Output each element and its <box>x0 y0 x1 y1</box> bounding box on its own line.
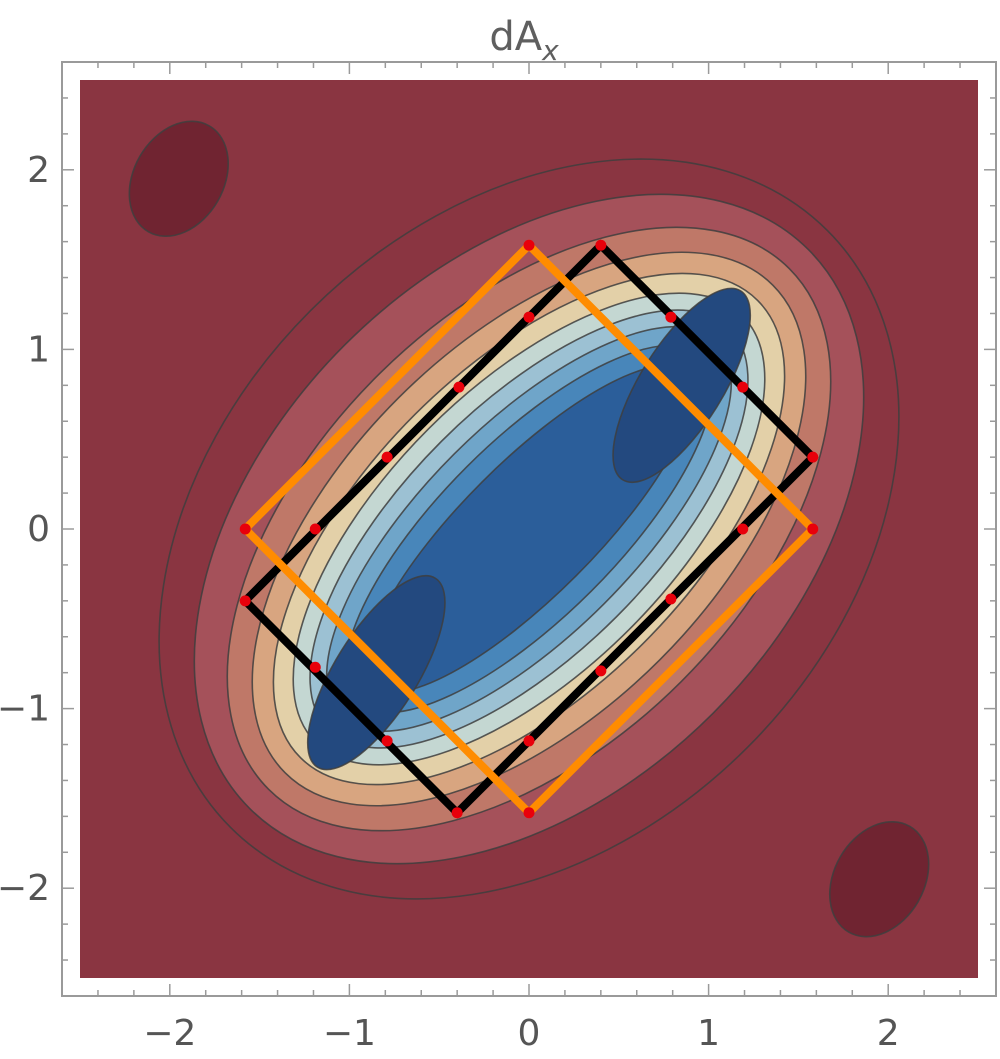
y-tick-label: 0 <box>27 509 50 550</box>
x-tick-label: −2 <box>143 1013 196 1054</box>
data-point-12 <box>665 311 677 323</box>
x-tick-label: 0 <box>518 1013 541 1054</box>
data-point-14 <box>737 523 749 535</box>
data-point-5 <box>807 523 819 535</box>
corner-maximum-1 <box>828 820 930 938</box>
data-point-3 <box>239 595 251 607</box>
y-tick-label: −1 <box>0 689 50 730</box>
corner-maximum-0 <box>128 120 230 238</box>
chart-title-main: dA <box>489 14 542 60</box>
chart-title: dAx <box>489 14 559 67</box>
data-point-2 <box>451 807 463 819</box>
data-point-7 <box>239 523 251 535</box>
data-point-10 <box>381 451 393 463</box>
y-tick-label: 2 <box>27 150 50 191</box>
data-point-1 <box>807 451 819 463</box>
x-tick-label: 1 <box>697 1013 720 1054</box>
data-point-4 <box>523 239 535 251</box>
data-point-19 <box>381 735 393 747</box>
data-point-0 <box>595 239 607 251</box>
data-point-8 <box>523 311 535 323</box>
axis-ticks: −2 −1 0 1 2 −2 −1 0 1 2 <box>0 62 996 1054</box>
x-tick-label: −1 <box>323 1013 376 1054</box>
data-point-17 <box>523 735 535 747</box>
y-tick-label: 1 <box>27 329 50 370</box>
plot-area <box>80 80 978 978</box>
data-point-13 <box>737 381 749 393</box>
chart-title-subscript: x <box>541 34 559 67</box>
data-point-16 <box>595 665 607 677</box>
data-point-18 <box>309 661 321 673</box>
x-tick-label: 2 <box>877 1013 900 1054</box>
data-point-6 <box>523 807 535 819</box>
data-point-15 <box>665 593 677 605</box>
y-tick-label: −2 <box>0 868 50 909</box>
data-point-11 <box>309 523 321 535</box>
data-point-9 <box>453 381 465 393</box>
